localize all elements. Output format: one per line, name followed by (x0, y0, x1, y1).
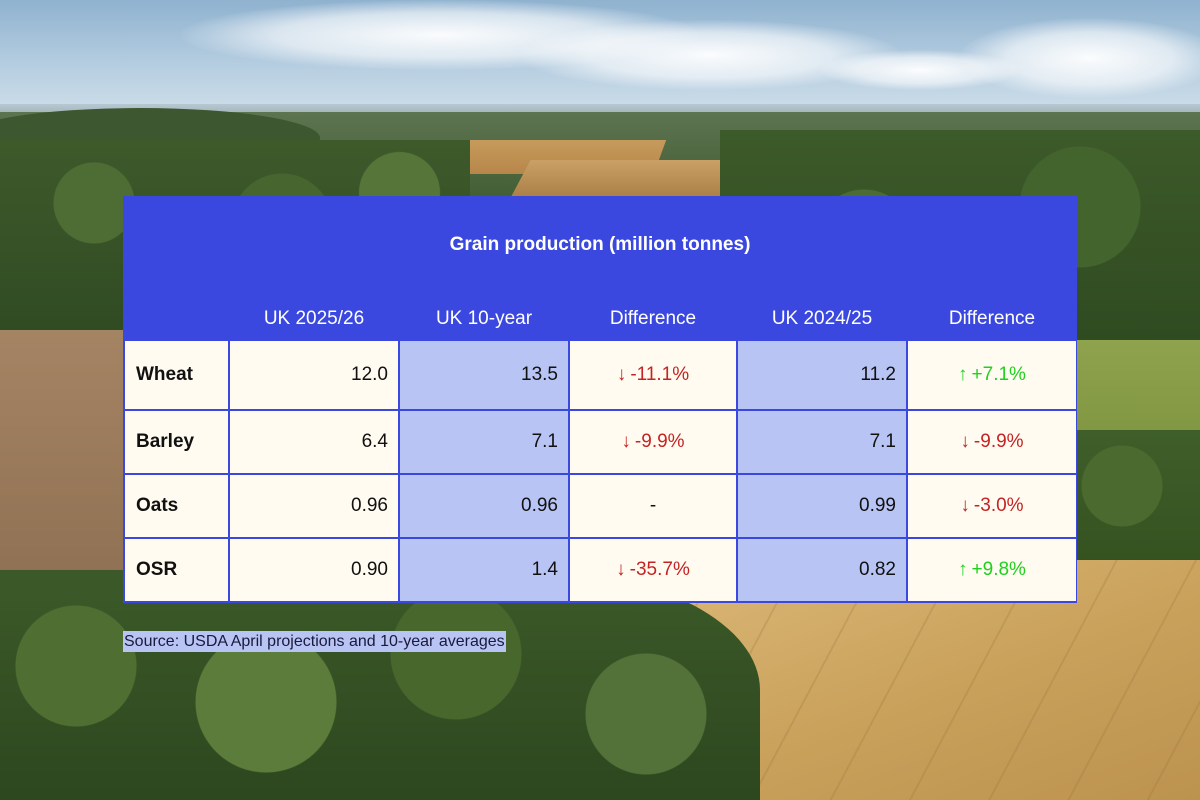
value-cell: 0.96 (230, 475, 398, 537)
difference-cell: ↓ -11.1% (570, 341, 736, 409)
value-cell: 6.4 (230, 411, 398, 473)
table-title: Grain production (million tonnes) (449, 234, 751, 255)
value-cell: 0.96 (400, 475, 568, 537)
value-cell: 0.82 (738, 539, 906, 601)
difference-value: -3.0% (973, 495, 1024, 516)
column-header: UK 2024/25 (771, 308, 873, 329)
arrow-down-icon: ↓ (616, 364, 627, 385)
column-header: Difference (948, 308, 1036, 329)
cloud (820, 50, 1020, 90)
value-cell: 13.5 (400, 341, 568, 409)
column-header: Difference (609, 308, 697, 329)
value-cell: 1.4 (400, 539, 568, 601)
difference-value: +9.8% (971, 559, 1026, 580)
value-cell: 11.2 (738, 341, 906, 409)
difference-cell: ↓ -3.0% (908, 475, 1076, 537)
value-cell: 12.0 (230, 341, 398, 409)
table-grid: UK 2025/26 UK 10-year Difference UK 2024… (123, 196, 1077, 603)
arrow-down-icon: ↓ (960, 431, 970, 452)
arrow-down-icon: ↓ (616, 559, 626, 580)
header-corner (123, 196, 229, 340)
arrow-down-icon: ↓ (621, 431, 631, 452)
difference-value: -11.1% (630, 364, 690, 385)
arrow-up-icon: ↑ (958, 559, 968, 580)
value-cell: 0.99 (738, 475, 906, 537)
row-label: Barley (125, 411, 228, 473)
difference-cell: ↓ -35.7% (570, 539, 736, 601)
value-cell: 0.90 (230, 539, 398, 601)
difference-value: -35.7% (629, 559, 690, 580)
row-label: Oats (125, 475, 228, 537)
difference-cell: ↓ -9.9% (908, 411, 1076, 473)
grain-production-table: Grain production (million tonnes) UK 202… (123, 196, 1077, 603)
arrow-up-icon: ↑ (958, 364, 968, 385)
difference-value: -9.9% (634, 431, 685, 452)
value-cell: 7.1 (400, 411, 568, 473)
row-label: OSR (125, 539, 228, 601)
difference-value: +7.1% (971, 364, 1026, 385)
arrow-down-icon: ↓ (960, 495, 970, 516)
difference-value: -9.9% (973, 431, 1024, 452)
difference-cell: ↑ +9.8% (908, 539, 1076, 601)
difference-value: - (649, 495, 657, 516)
column-header: UK 2025/26 (263, 308, 365, 329)
value-cell: 7.1 (738, 411, 906, 473)
difference-cell: ↓ -9.9% (570, 411, 736, 473)
difference-cell: - (570, 475, 736, 537)
forest-foreground (0, 570, 760, 800)
hedgerow (1070, 430, 1200, 570)
row-label: Wheat (125, 341, 228, 409)
difference-cell: ↑ +7.1% (908, 341, 1076, 409)
column-header: UK 10-year (435, 308, 533, 329)
source-note: Source: USDA April projections and 10-ye… (123, 631, 506, 652)
